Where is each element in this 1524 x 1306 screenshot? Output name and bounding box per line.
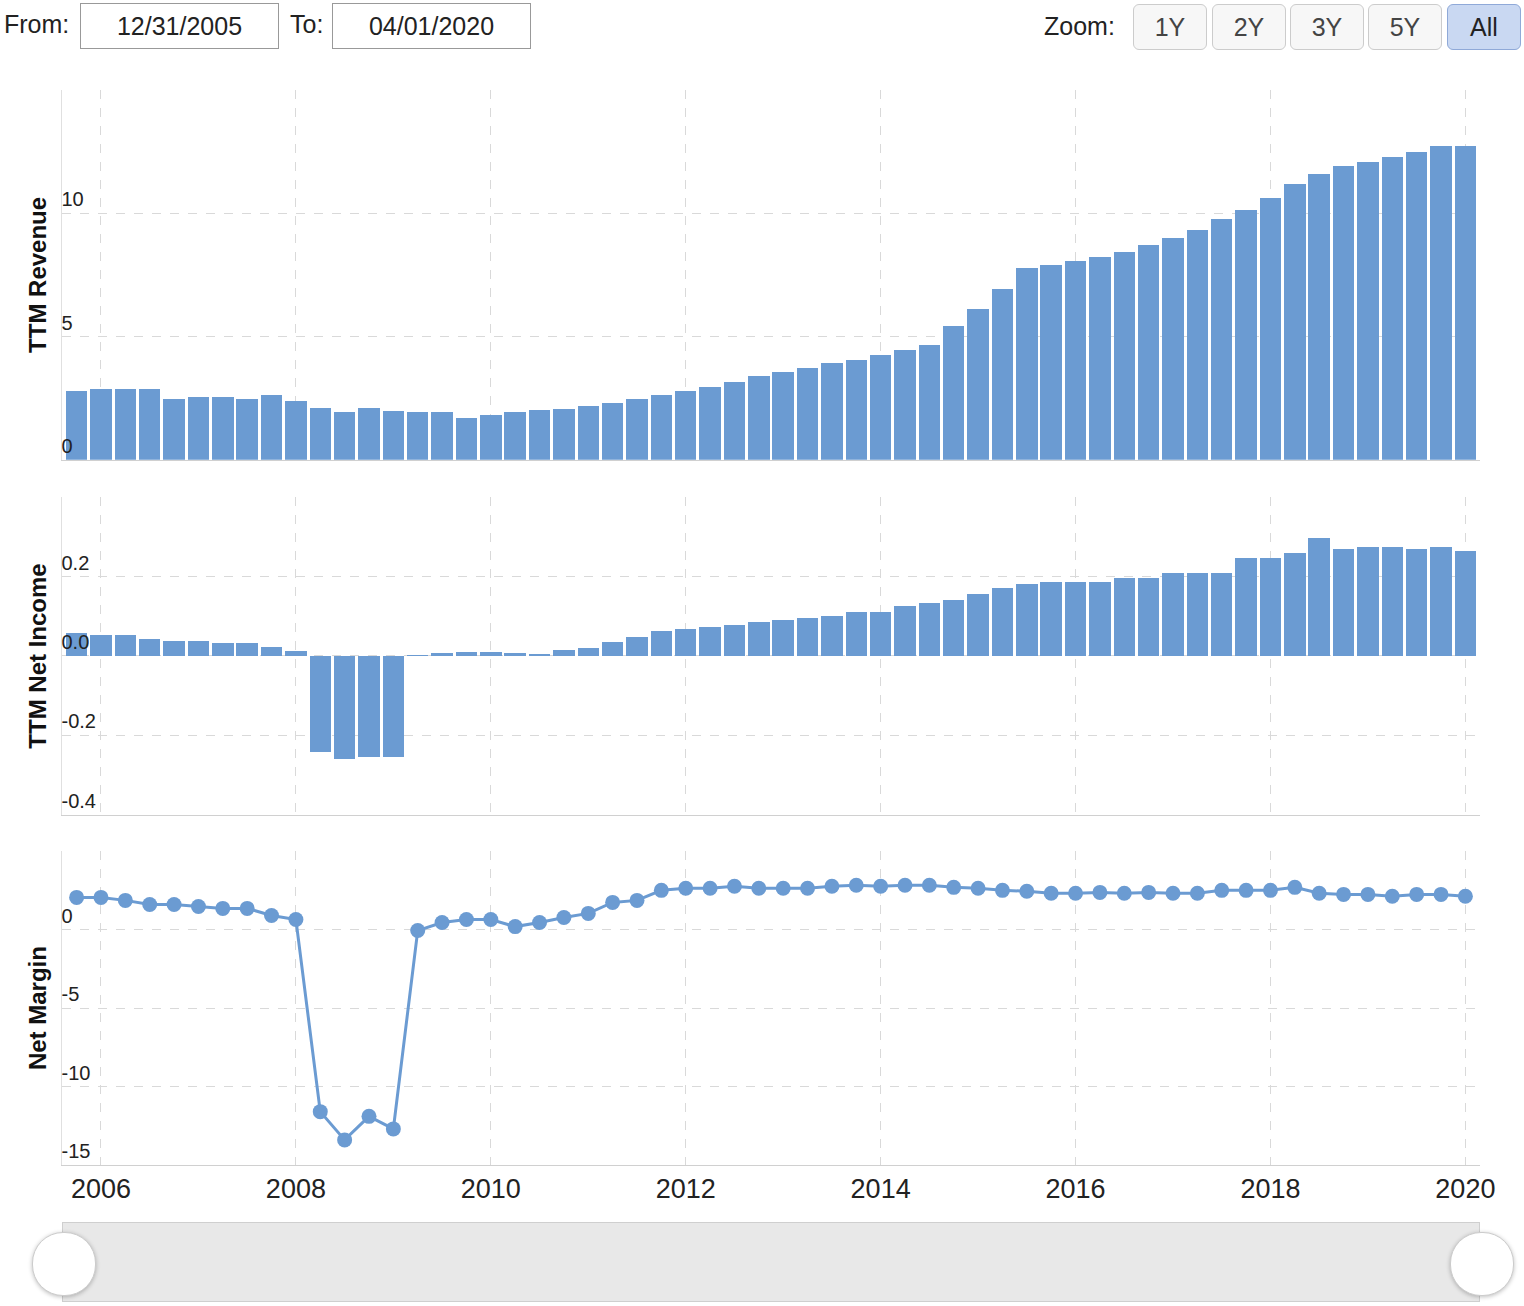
svg-text:-15: -15: [62, 1140, 91, 1162]
svg-text:Net Margin: Net Margin: [24, 946, 51, 1070]
svg-text:0.2: 0.2: [62, 552, 90, 574]
html-text:From:: From:: [4, 10, 70, 38]
svg-text:0: 0: [62, 435, 73, 457]
svg-text:2006: 2006: [71, 1174, 131, 1204]
html-text:3Y: 3Y: [1311, 12, 1343, 41]
html-text:Zoom:: Zoom:: [1044, 12, 1115, 40]
svg-text:0: 0: [62, 905, 73, 927]
html-text:5Y: 5Y: [1389, 12, 1421, 41]
svg-text:2010: 2010: [461, 1174, 521, 1204]
svg-text:5: 5: [62, 312, 73, 334]
svg-text:-10: -10: [62, 1062, 91, 1084]
svg-text:2012: 2012: [656, 1174, 716, 1204]
svg-text:-0.2: -0.2: [62, 710, 96, 732]
svg-text:-5: -5: [62, 983, 80, 1005]
html-text:04/01/2020: 04/01/2020: [368, 11, 495, 40]
svg-text:2008: 2008: [266, 1174, 326, 1204]
html-text:All: All: [1470, 12, 1498, 41]
html-text:12/31/2005: 12/31/2005: [116, 11, 243, 40]
svg-text:2018: 2018: [1240, 1174, 1300, 1204]
html-text:2Y: 2Y: [1233, 12, 1265, 41]
html-text:1Y: 1Y: [1154, 12, 1186, 41]
svg-text:TTM Revenue: TTM Revenue: [24, 197, 51, 353]
svg-text:0.0: 0.0: [62, 631, 90, 653]
svg-text:2014: 2014: [851, 1174, 911, 1204]
html-text:To:: To:: [290, 10, 324, 38]
svg-text:10: 10: [62, 188, 84, 210]
svg-text:2016: 2016: [1046, 1174, 1106, 1204]
svg-text:2020: 2020: [1435, 1174, 1495, 1204]
svg-text:TTM Net Income: TTM Net Income: [24, 563, 51, 748]
svg-text:-0.4: -0.4: [62, 790, 96, 812]
